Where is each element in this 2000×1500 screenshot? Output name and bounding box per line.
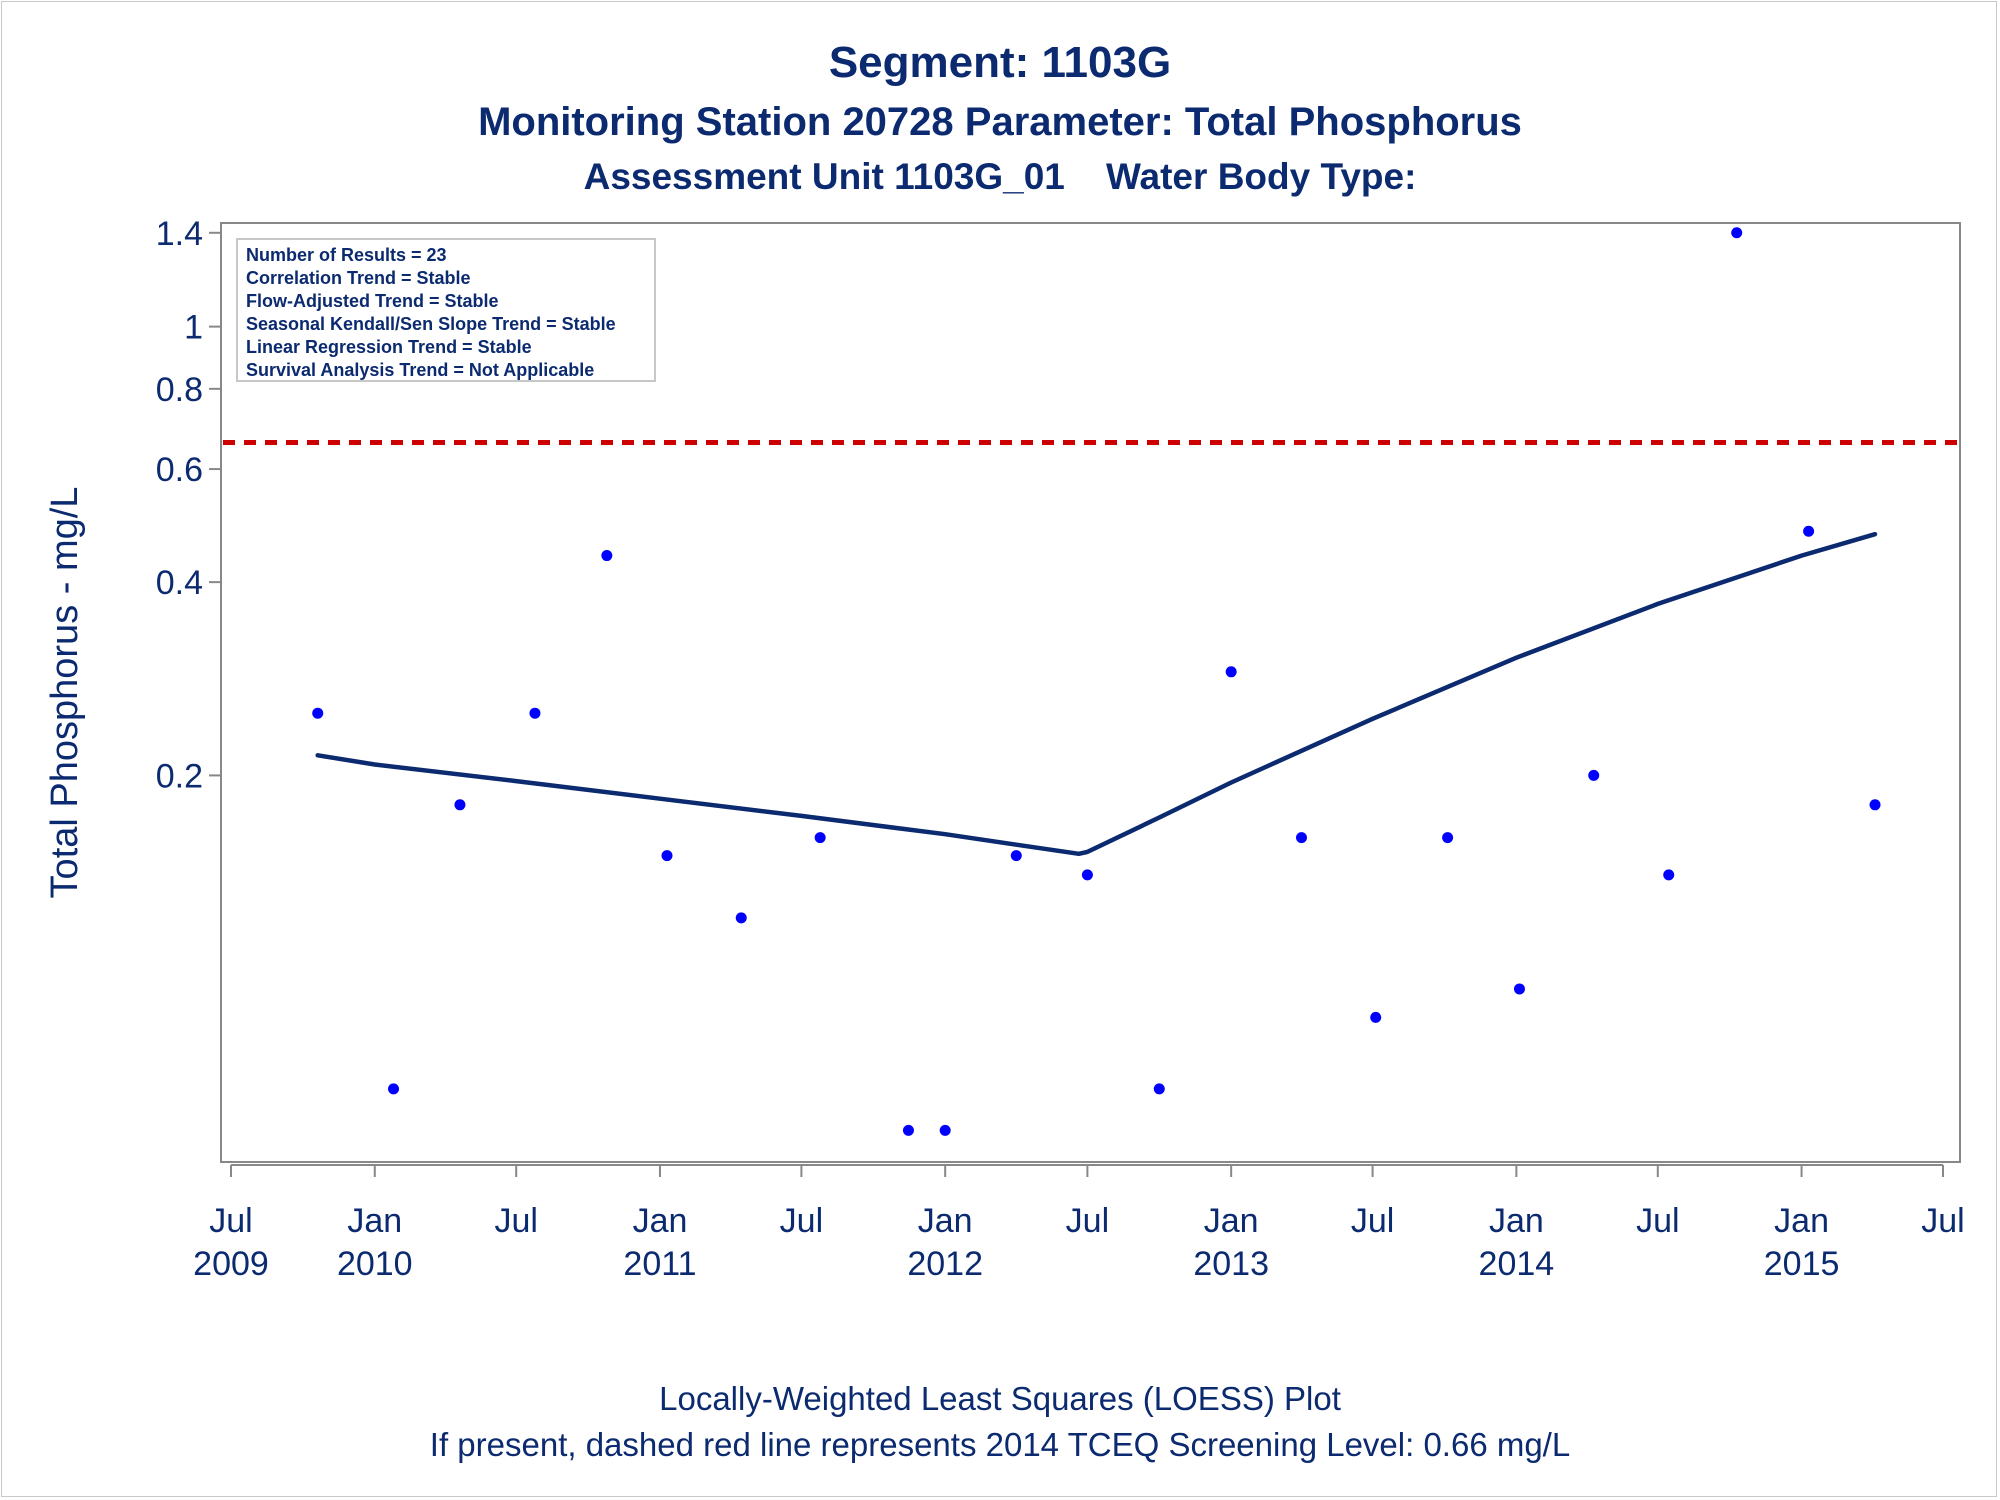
- stats-line: Correlation Trend = Stable: [246, 268, 471, 288]
- data-point: [312, 707, 324, 719]
- y-axis-label: Total Phosphorus - mg/L: [44, 487, 86, 899]
- data-point: [1588, 769, 1600, 781]
- x-tick-label-year: 2010: [337, 1245, 413, 1283]
- data-point: [735, 912, 747, 924]
- stats-line: Survival Analysis Trend = Not Applicable: [246, 360, 595, 380]
- x-tick-label-month: Jul: [1351, 1202, 1394, 1240]
- data-point: [1225, 666, 1237, 678]
- data-point: [1663, 869, 1675, 881]
- x-tick-label-year: 2013: [1193, 1245, 1269, 1283]
- data-point: [1295, 832, 1307, 844]
- plot-area: [220, 222, 1961, 1163]
- footnote-2: If present, dashed red line represents 2…: [429, 1426, 1571, 1463]
- stats-line: Number of Results = 23: [246, 245, 447, 265]
- x-tick-label-month: Jan: [1489, 1202, 1544, 1240]
- y-tick-label: 0.4: [156, 564, 203, 602]
- data-point: [939, 1124, 951, 1136]
- chart-title: Segment: 1103G: [828, 38, 1172, 87]
- stats-line: Linear Regression Trend = Stable: [246, 337, 532, 357]
- data-point: [1010, 850, 1022, 862]
- footnote-1: Locally-Weighted Least Squares (LOESS) P…: [659, 1380, 1341, 1417]
- x-tick-label-month: Jul: [1066, 1202, 1109, 1240]
- data-point: [1803, 525, 1815, 537]
- x-tick-label-month: Jul: [1921, 1202, 1964, 1240]
- data-point: [814, 832, 826, 844]
- stats-box: Number of Results = 23 Correlation Trend…: [236, 238, 656, 382]
- data-point: [388, 1083, 400, 1095]
- chart-subtitle: Monitoring Station 20728 Parameter: Tota…: [478, 100, 1522, 144]
- data-point: [1153, 1083, 1165, 1095]
- x-tick-label-year: 2014: [1479, 1245, 1555, 1283]
- x-tick-label-month: Jul: [494, 1202, 537, 1240]
- y-tick-label: 1.4: [156, 215, 203, 253]
- data-point: [1370, 1011, 1382, 1023]
- data-point: [902, 1124, 914, 1136]
- data-point: [1513, 983, 1525, 995]
- data-point: [661, 850, 673, 862]
- data-point: [454, 799, 466, 811]
- x-tick-label-month: Jan: [918, 1202, 973, 1240]
- data-point: [601, 550, 613, 562]
- x-tick-label-month: Jan: [1774, 1202, 1829, 1240]
- x-tick-label-month: Jul: [1636, 1202, 1679, 1240]
- data-point: [1442, 832, 1454, 844]
- x-tick-label-month: Jan: [1204, 1202, 1259, 1240]
- y-tick-label: 0.2: [156, 757, 203, 795]
- chart-subtitle-2: Assessment Unit 1103G_01 Water Body Type…: [583, 156, 1417, 197]
- x-tick-label-month: Jan: [633, 1202, 688, 1240]
- stats-line: Flow-Adjusted Trend = Stable: [246, 291, 499, 311]
- stats-line: Seasonal Kendall/Sen Slope Trend = Stabl…: [246, 314, 616, 334]
- x-tick-label-year: 2012: [907, 1245, 983, 1283]
- x-tick-label-month: Jul: [209, 1202, 252, 1240]
- x-tick-label-month: Jul: [780, 1202, 823, 1240]
- x-tick-label-year: 2009: [193, 1245, 269, 1283]
- y-tick-label: 0.6: [156, 451, 203, 489]
- x-tick-label-year: 2015: [1764, 1245, 1840, 1283]
- data-point: [529, 707, 541, 719]
- data-point: [1731, 227, 1743, 239]
- loess-curve: [315, 531, 1878, 857]
- y-tick-label: 0.8: [156, 371, 203, 409]
- x-tick-label-year: 2011: [623, 1245, 696, 1283]
- data-point: [1081, 869, 1093, 881]
- data-point: [1869, 799, 1881, 811]
- x-tick-label-month: Jan: [347, 1202, 402, 1240]
- y-tick-label: 1: [184, 309, 203, 347]
